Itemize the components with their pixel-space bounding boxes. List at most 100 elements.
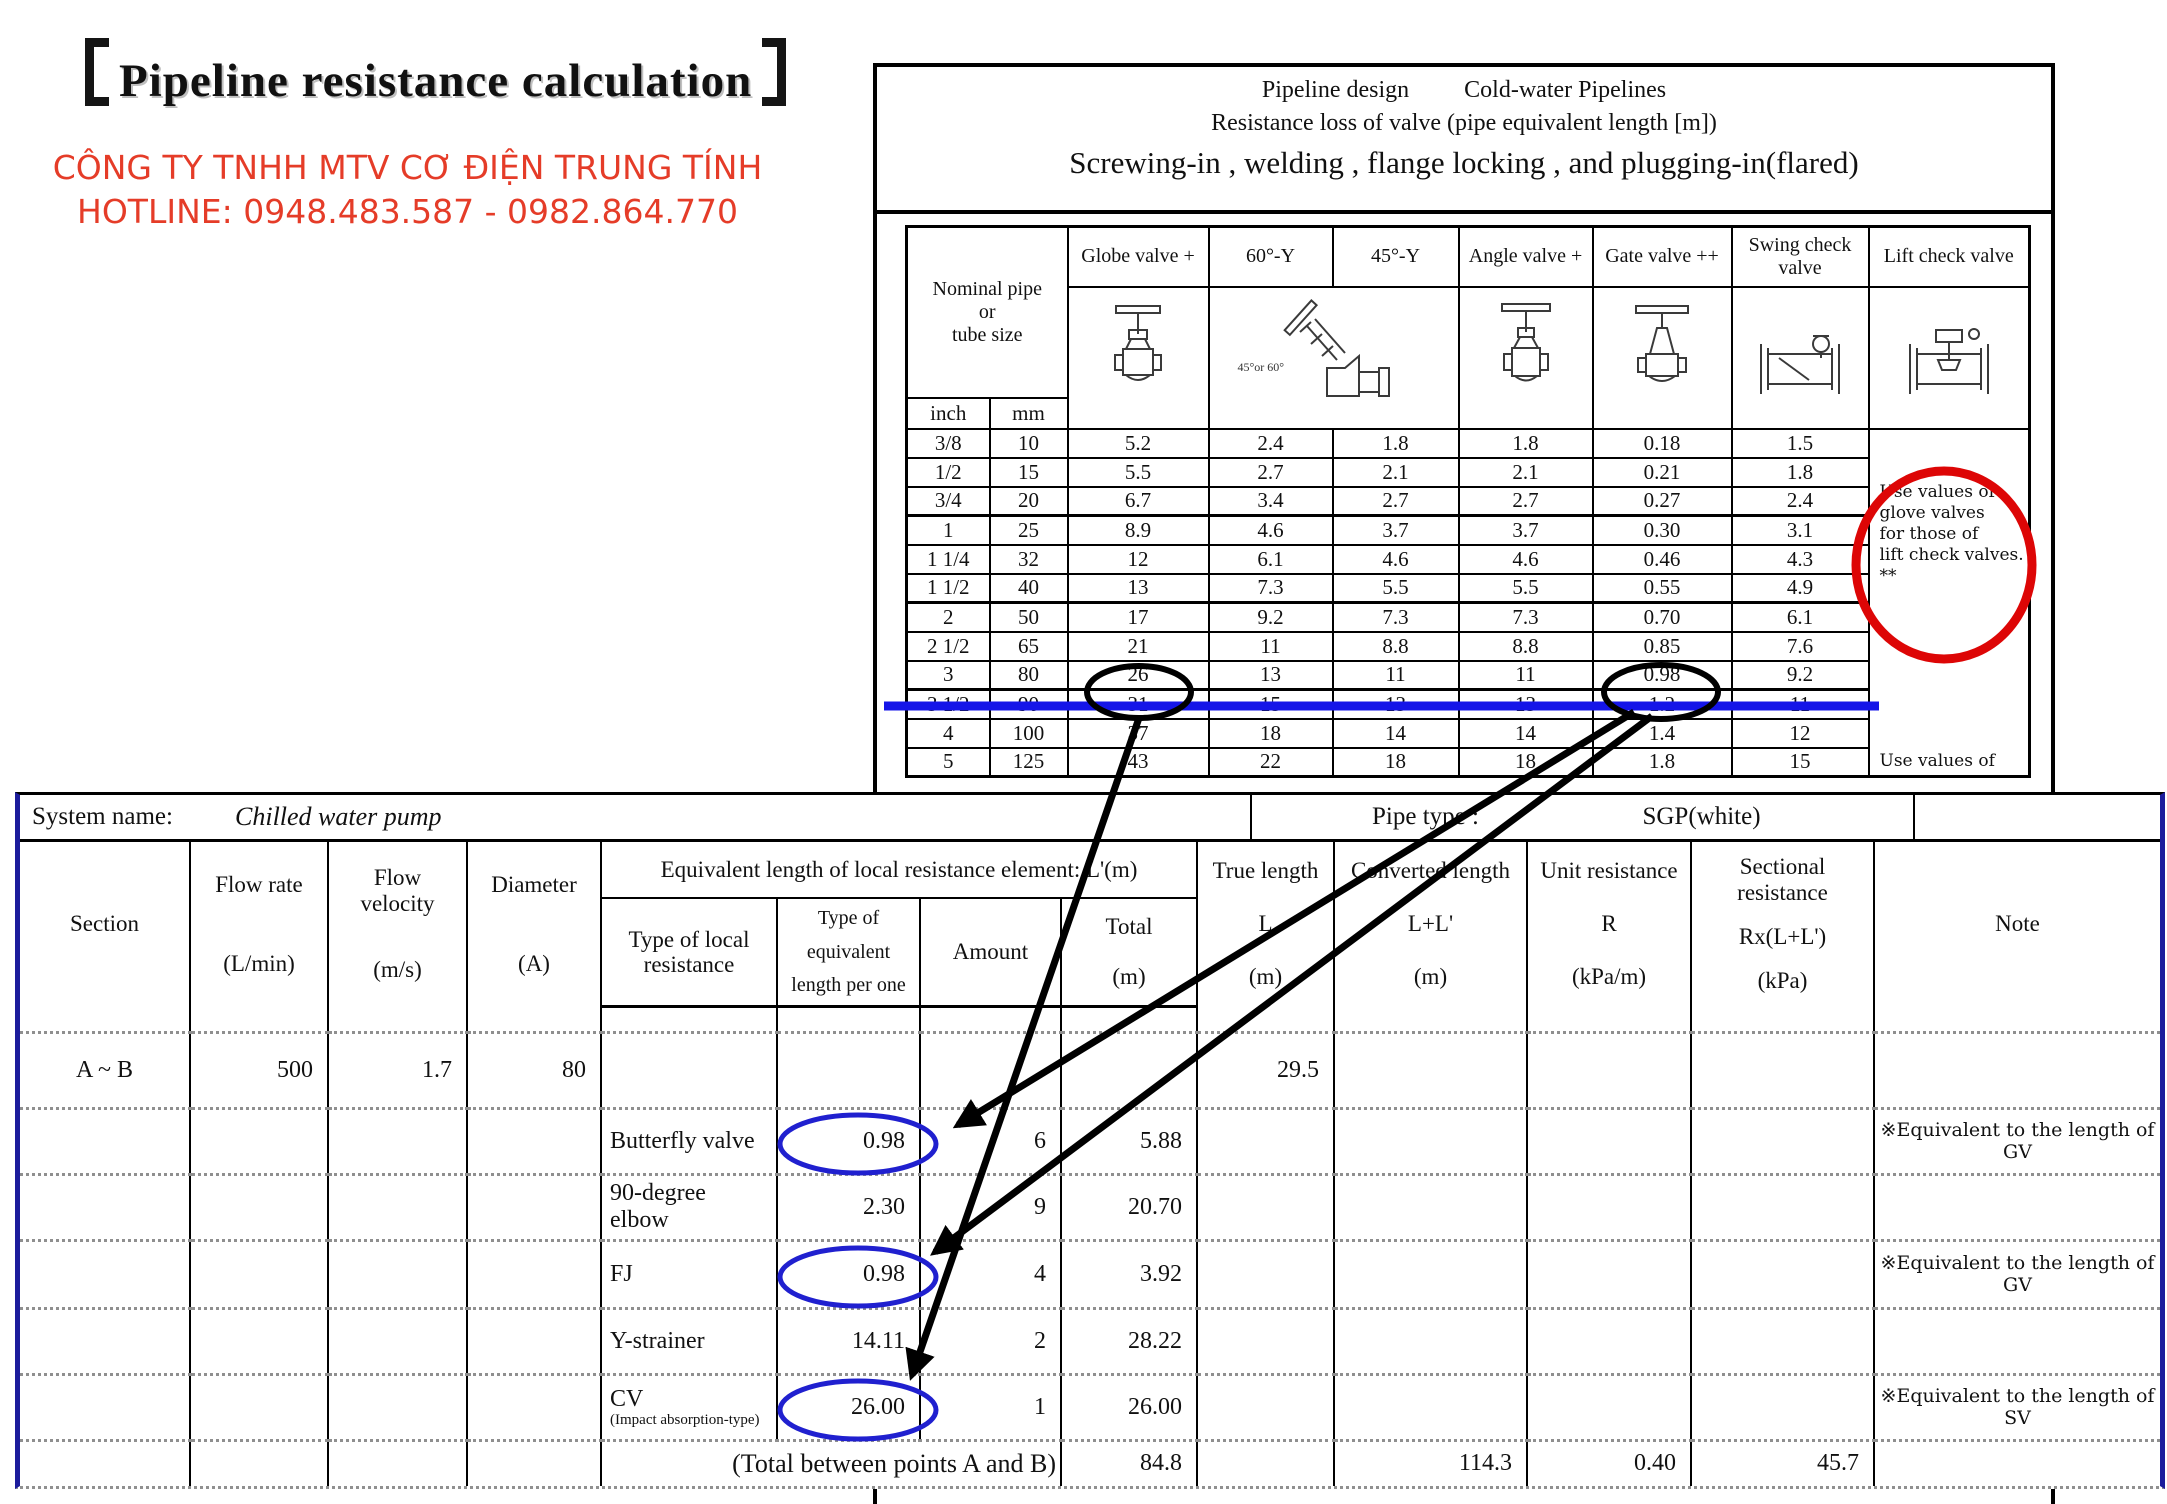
lift-note-l1: Use values of	[1879, 481, 1995, 502]
cell: 15	[988, 456, 1069, 488]
flow-rate-value: 500	[189, 1030, 329, 1108]
cell: 0.85	[1591, 630, 1733, 662]
cell: 2.7	[1207, 456, 1334, 488]
calculation-table-panel: System name: Chilled water pump Pipe typ…	[15, 792, 2165, 1489]
cell: 3.1	[1730, 514, 1870, 546]
cell: 8.8	[1331, 630, 1460, 662]
item-amount: 1	[919, 1372, 1062, 1440]
nominal-pipe-header: Nominal pipe or tube size	[905, 225, 1069, 400]
cell: 100	[988, 717, 1069, 749]
cell: 65	[988, 630, 1069, 662]
y-angle-label: 45°or 60°	[1237, 359, 1285, 374]
unit-resistance-value: 0.40	[1526, 1438, 1692, 1486]
cell: 7.3	[1457, 601, 1594, 633]
header-type-of-equivalent-length: Type of equivalent length per one	[776, 898, 921, 1008]
cell: 5.2	[1066, 427, 1210, 459]
cell: 14	[1331, 717, 1460, 749]
nominal-l2: or	[978, 301, 996, 324]
header-diameter: Diameter (A)	[466, 842, 602, 1006]
angle-valve-icon	[1500, 302, 1551, 381]
cell: 18	[1331, 746, 1460, 778]
item-row-butterfly: Butterfly valve 0.98 6 5.88 ※Equivalent …	[20, 1106, 2160, 1174]
globe-valve-icon	[1114, 304, 1162, 381]
cell: 14	[1457, 717, 1594, 749]
item-eq-length: 0.98	[776, 1106, 921, 1174]
lift-check-valve-icon	[1908, 327, 1989, 394]
col-header-swing: Swing check valve	[1730, 225, 1870, 288]
cell: 13	[1066, 572, 1210, 604]
cell: 3	[905, 659, 991, 691]
item-row-ystrainer: Y-strainer 14.11 2 28.22	[20, 1306, 2160, 1374]
caption-line3: Screwing-in , welding , flange locking ,…	[1069, 145, 1859, 180]
cell: 2.7	[1331, 485, 1460, 517]
cell: 4.6	[1207, 514, 1334, 546]
item-total: 5.88	[1060, 1106, 1198, 1174]
item-row-cv: CV (Impact absorption-type) 26.00 1 26.00…	[20, 1372, 2160, 1440]
cell: 11	[1457, 659, 1594, 691]
cell: 31	[1066, 688, 1210, 720]
cell: 1.2	[1591, 688, 1733, 720]
header-flow-velocity: Flow velocity (m/s)	[327, 842, 468, 1006]
cell: 18	[1207, 717, 1334, 749]
cell: 0.18	[1591, 427, 1733, 459]
item-type: Y-strainer	[600, 1306, 778, 1374]
header-total: Total (m)	[1060, 898, 1197, 1008]
cell: 0.30	[1591, 514, 1733, 546]
pipeline-design-label: Pipeline design	[1261, 77, 1410, 103]
cell: 37	[1066, 717, 1210, 749]
cell: 2.7	[1457, 485, 1594, 517]
item-eq-length: 2.30	[776, 1172, 921, 1240]
cell: 1/2	[905, 456, 991, 488]
cell: 1 1/4	[905, 543, 991, 575]
cell: 1.8	[1331, 427, 1460, 459]
cell: 0.21	[1591, 456, 1733, 488]
diameter-value: 80	[466, 1030, 602, 1108]
cell: 5	[905, 746, 991, 778]
lift-check-valve-icon-cell	[1867, 285, 2031, 430]
col-header-60y: 60°-Y	[1207, 225, 1334, 288]
cell: 0.55	[1591, 572, 1733, 604]
cell: 5.5	[1331, 572, 1460, 604]
cell: 2.1	[1457, 456, 1594, 488]
cell: 20	[988, 485, 1069, 517]
item-amount: 2	[919, 1306, 1062, 1374]
item-eq-length: 26.00	[776, 1372, 921, 1440]
cell: 2.1	[1331, 456, 1460, 488]
cell: 2 1/2	[905, 630, 991, 662]
cell: 2.4	[1207, 427, 1334, 459]
cell: 13	[1207, 659, 1334, 691]
cell: 50	[988, 601, 1069, 633]
cell: 3.7	[1457, 514, 1594, 546]
cell: 5.5	[1457, 572, 1594, 604]
valve-resistance-table: Nominal pipe or tube size Globe valve + …	[905, 225, 2031, 778]
pipeline-design-value: Cold-water Pipelines	[1464, 77, 1667, 103]
cell: 90	[988, 688, 1069, 720]
caption-line2: Resistance loss of valve (pipe equivalen…	[1211, 110, 1717, 136]
cell: 1.8	[1730, 456, 1870, 488]
company-hotline: HOTLINE: 0948.483.587 - 0982.864.770	[77, 192, 738, 231]
cell: 1.8	[1591, 746, 1733, 778]
cell: 6.1	[1207, 543, 1334, 575]
system-row: System name: Chilled water pump Pipe typ…	[20, 795, 2160, 842]
item-row-fj: FJ 0.98 4 3.92 ※Equivalent to the length…	[20, 1238, 2160, 1308]
sectional-resistance-value: 45.7	[1690, 1438, 1875, 1486]
lift-note-l5: **	[1879, 565, 1897, 586]
cell: 4.3	[1730, 543, 1870, 575]
page-title-text: Pipeline resistance calculation	[119, 55, 753, 107]
cell: 9.2	[1730, 659, 1870, 691]
lift-note-l3: for those of	[1879, 523, 1979, 544]
header-true-length: True length L (m)	[1196, 842, 1335, 1006]
item-type: Butterfly valve	[600, 1106, 778, 1174]
cell: 1.8	[1457, 427, 1594, 459]
col-header-gate: Gate valve ++	[1591, 225, 1733, 288]
header-type-of-local-resistance: Type of local resistance	[601, 898, 778, 1008]
cell: 2	[905, 601, 991, 633]
empty-row	[20, 1006, 2160, 1032]
cell: 1.5	[1730, 427, 1870, 459]
cell: 8.9	[1066, 514, 1210, 546]
nominal-l3: tube size	[951, 324, 1023, 347]
item-note	[1873, 1172, 2160, 1240]
col-header-globe: Globe valve +	[1066, 225, 1210, 288]
lift-note-text: Use values of glove valves for those of …	[1880, 482, 2025, 587]
y-valve-icon-cell: 45°or 60°	[1207, 285, 1460, 430]
